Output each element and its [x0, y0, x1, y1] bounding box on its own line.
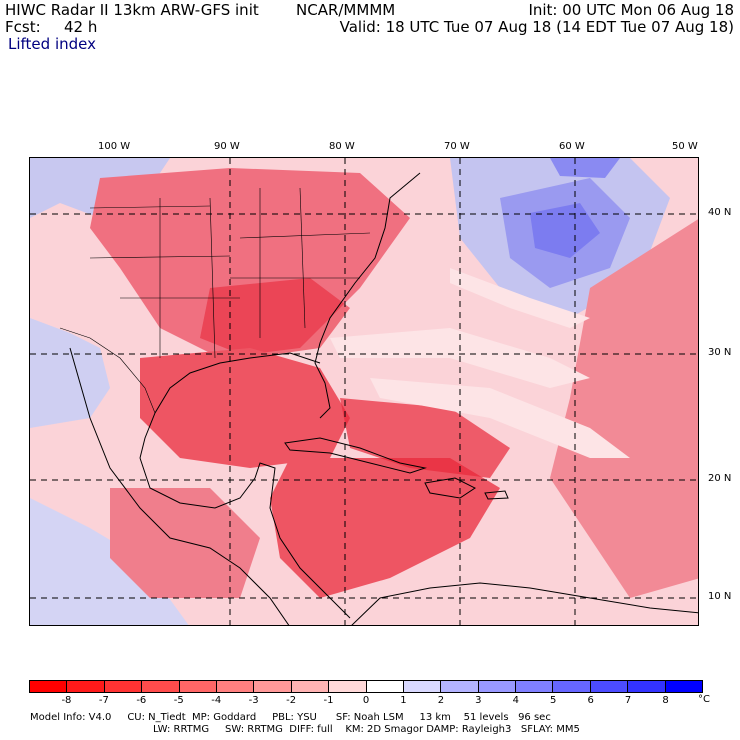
field-positive-north-tip: [550, 158, 620, 178]
model-title: HIWC Radar II 13km ARW-GFS init: [5, 1, 259, 19]
field-near-zero-band-2: [370, 378, 630, 458]
colorbar-tick-label: 0: [362, 695, 370, 706]
graticule: [30, 158, 698, 625]
lon-label-80w: 80 W: [329, 141, 355, 152]
lon-label-50w: 50 W: [672, 141, 698, 152]
colorbar-segment: [142, 681, 180, 692]
field-positive-atlantic-center: [530, 203, 600, 258]
cuba: [284, 437, 427, 474]
hispaniola: [424, 477, 476, 499]
colorbar-tick-label: -7: [98, 695, 109, 706]
mexico-coast: [139, 457, 351, 619]
lat-label-20n: 20 N: [708, 473, 732, 484]
state-line-7: [299, 187, 306, 329]
lon-label-100w: 100 W: [98, 141, 131, 152]
colorbar: [29, 680, 703, 693]
forecast-label: Fcst:: [5, 18, 41, 36]
coastlines: [69, 172, 698, 625]
field-shading: [30, 158, 698, 625]
lat-label-10n: 10 N: [708, 591, 732, 602]
colorbar-segment: [291, 681, 330, 692]
colorbar-segment: [329, 681, 367, 692]
forecast-hours: 42 h: [64, 18, 98, 36]
colorbar-segment: [478, 681, 517, 692]
colorbar-segment: [104, 681, 143, 692]
colorbar-segment: [366, 681, 404, 692]
colorbar-tick-label: 1: [400, 695, 407, 706]
colorbar-tick-label: 7: [624, 695, 632, 706]
colorbar-segment: [179, 681, 217, 692]
colorbar-tick-label: -2: [286, 695, 297, 706]
colorbar-tick-label: -5: [173, 695, 184, 706]
south-america-coast: [351, 582, 698, 625]
lon-label-70w: 70 W: [444, 141, 470, 152]
colorbar-tick-label: 2: [437, 695, 445, 706]
institution: NCAR/MMMM: [296, 1, 396, 19]
colorbar-tick-label: 6: [587, 695, 594, 706]
colorbar-tick-label: -1: [323, 695, 334, 706]
colorbar-segment: [403, 681, 442, 692]
puerto-rico: [484, 490, 509, 500]
field-negative-bahamas: [340, 398, 510, 478]
colorbar-segment: [628, 681, 666, 692]
colorbar-tick-label: 4: [512, 695, 519, 706]
gulf-coast: [139, 352, 321, 459]
colorbar-unit: °C: [698, 694, 710, 705]
field-negative-caribbean: [270, 458, 500, 598]
state-line-8: [239, 232, 371, 239]
lat-label-40n: 40 N: [708, 207, 732, 218]
lon-label-90w: 90 W: [214, 141, 240, 152]
lon-label-60w: 60 W: [559, 141, 585, 152]
init-time: Init: 00 UTC Mon 06 Aug 18: [528, 1, 734, 19]
colorbar-segment: [30, 681, 68, 692]
colorbar-tick-label: -4: [211, 695, 222, 706]
state-line-5: [209, 197, 216, 359]
colorbar-tick-label: 3: [475, 695, 482, 706]
us-east-coast: [314, 172, 421, 419]
field-negative-gulf: [140, 348, 350, 468]
lifted-index-map: [30, 158, 698, 625]
colorbar-tick-label: 5: [550, 695, 557, 706]
field-name: Lifted index: [8, 35, 96, 53]
colorbar-segment: [216, 681, 255, 692]
colorbar-segment: [665, 681, 703, 692]
colorbar-segment: [553, 681, 591, 692]
field-positive-west-plains: [30, 318, 110, 428]
colorbar-tick-label: -8: [61, 695, 72, 706]
valid-time: Valid: 18 UTC Tue 07 Aug 18 (14 EDT Tue …: [339, 18, 734, 36]
lat-label-30n: 30 N: [708, 347, 732, 358]
map-panel: [29, 157, 699, 626]
colorbar-tick-label: -3: [248, 695, 259, 706]
colorbar-segment: [590, 681, 629, 692]
colorbar-tick-label: 8: [662, 695, 669, 706]
colorbar-segment: [67, 681, 105, 692]
colorbar-segment: [516, 681, 554, 692]
state-borders: [59, 187, 371, 414]
field-negative-east-atlantic: [550, 219, 698, 598]
model-info-line-1: Model Info: V4.0 CU: N_Tiedt MP: Goddard…: [30, 712, 551, 723]
central-america-pacific: [69, 347, 290, 625]
state-line-1: [89, 205, 211, 209]
model-info-line-2: LW: RRTMG SW: RRTMG DIFF: full KM: 2D Sm…: [153, 724, 580, 735]
mexico-border: [59, 327, 156, 414]
field-near-zero-band-3: [450, 268, 590, 328]
colorbar-tick-label: -6: [136, 695, 147, 706]
colorbar-segment: [441, 681, 479, 692]
colorbar-segment: [254, 681, 292, 692]
